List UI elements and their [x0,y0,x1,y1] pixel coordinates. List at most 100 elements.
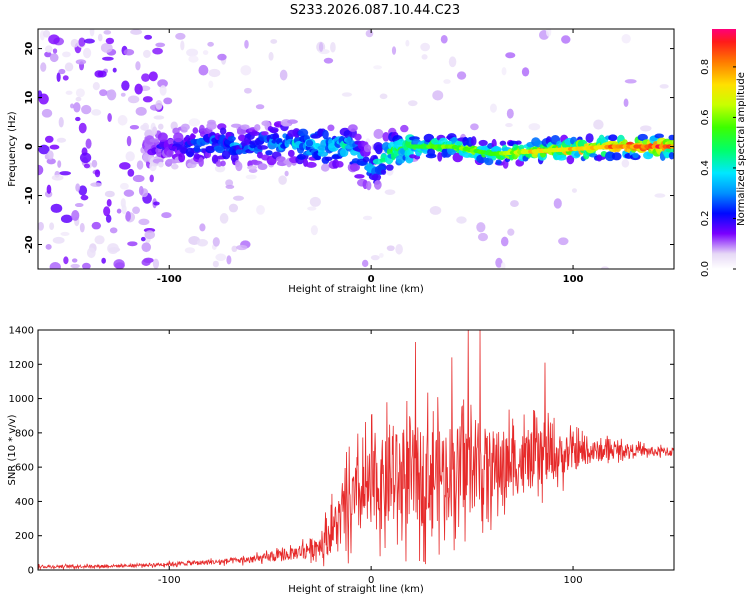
spectrogram-cell [59,171,72,176]
spectrogram-cell [44,51,52,58]
spectrogram-cell [57,160,62,168]
spectrogram-cell [199,223,206,232]
spectrogram-cell [85,138,92,149]
spectrogram-cell [330,41,336,53]
spectrogram-cell [65,90,73,95]
spectrogram-cell [75,88,85,98]
spectrogram-cell [225,184,235,189]
spectrogram-cell [144,230,156,240]
spectrogram-cell [62,51,71,58]
spectrogram-cell [521,67,530,77]
spectrogram-cell [188,55,199,63]
spectrogram-x-tick-label: 100 [563,274,584,285]
spectrogram-cell [99,89,108,97]
spectrogram-cell [265,150,273,156]
spectrogram-cell [391,46,397,55]
spectrogram-cell [361,259,369,268]
colorbar-tick-label: 0.4 [700,160,711,176]
spectrogram-cell [180,123,190,131]
snr-y-tick-label: 800 [15,428,34,439]
spectrogram-cell [175,32,186,40]
spectrogram-cell [91,221,102,230]
snr-x-label: Height of straight line (km) [288,584,424,595]
spectrogram-cell [339,148,349,157]
snr-x-axis: -100 0 100 [158,330,583,586]
spectrogram-cell [63,256,69,265]
spectrogram-cell [317,151,329,157]
spectrogram-cell [80,194,89,201]
snr-y-tick-label: 200 [15,531,34,542]
spectrogram-cell [123,189,135,197]
spectrogram-cell [129,124,140,130]
spectrogram-cell [49,53,59,63]
spectrogram-cell [206,121,217,130]
colorbar-tick-label: 0.8 [700,59,711,75]
spectrogram-cell [220,160,226,167]
spectrogram-cell [456,216,467,224]
spectrogram-cell [228,203,239,213]
spectrogram-cell [45,243,52,250]
spectrogram-cell [305,139,314,147]
snr-x-tick-label: -100 [158,575,181,586]
spectrogram-cell [117,115,128,126]
spectrogram-cell [270,39,278,44]
spectrogram-cell [190,134,196,139]
spectrogram-cell [167,138,174,145]
spectrogram-cell [489,103,497,113]
spectrogram-cell [157,79,168,88]
spectrogram-cell [256,204,265,215]
spectrogram-cell [130,29,143,35]
spectrogram-cell [132,206,140,214]
spectrogram-cell [287,149,295,158]
spectrogram-cell [354,174,365,179]
spectrogram-cell [420,42,431,52]
spectrogram-cell [247,165,258,170]
snr-y-label: SNR (10 * v/v) [7,414,18,485]
spectrogram-cell [309,196,321,207]
spectrogram-cell [237,134,246,142]
spectrogram-cell [50,203,63,213]
spectrogram-cell [476,222,486,233]
spectrogram-cell [125,210,131,222]
spectrogram-cell [70,38,79,48]
spectrogram-x-label: Height of straight line (km) [288,284,424,295]
spectrogram-cell [92,81,100,91]
spectrogram-cell [163,97,173,105]
spectrogram-cell [284,170,289,177]
spectrogram-cell [449,137,460,142]
spectrogram-cell [103,30,112,35]
spectrogram-cell [621,159,630,168]
spectrogram-cell [443,79,451,84]
spectrogram-cell [198,64,209,76]
spectrogram-cell [268,51,274,61]
spectrogram-y-tick-label: 20 [24,42,35,56]
spectrogram-cell [322,129,329,140]
spectrogram-cell [226,255,232,265]
spectrogram-cell [142,96,153,103]
spectrogram-cell [40,62,47,72]
spectrogram-cell [659,84,669,89]
spectrogram-cell [198,157,204,167]
spectrogram-cell [119,182,129,190]
spectrogram-cell [385,164,394,171]
spectrogram-cell [362,215,373,221]
spectrogram-cell [178,152,186,163]
spectrogram-cell [212,237,220,247]
spectrogram-cell [405,39,410,47]
spectrogram-cell [58,117,64,128]
snr-y-tick-label: 1400 [9,326,34,337]
spectrogram-cell [107,113,112,122]
spectrogram-cell [217,53,227,61]
spectrogram-cell [102,56,114,61]
spectrogram-cell [365,29,374,38]
spectrogram-cell [120,92,126,97]
spectrogram-cell [186,48,199,57]
colorbar-axis: 0.0 0.2 0.4 0.6 0.8 [700,59,736,277]
spectrogram-cell [506,108,514,119]
spectrogram-cell [227,135,236,142]
spectrogram-cell [208,80,214,89]
spectrogram-cell [286,119,298,124]
spectrogram-cell [421,54,428,60]
spectrogram-cell [478,139,488,147]
spectrogram-cell [561,35,571,44]
